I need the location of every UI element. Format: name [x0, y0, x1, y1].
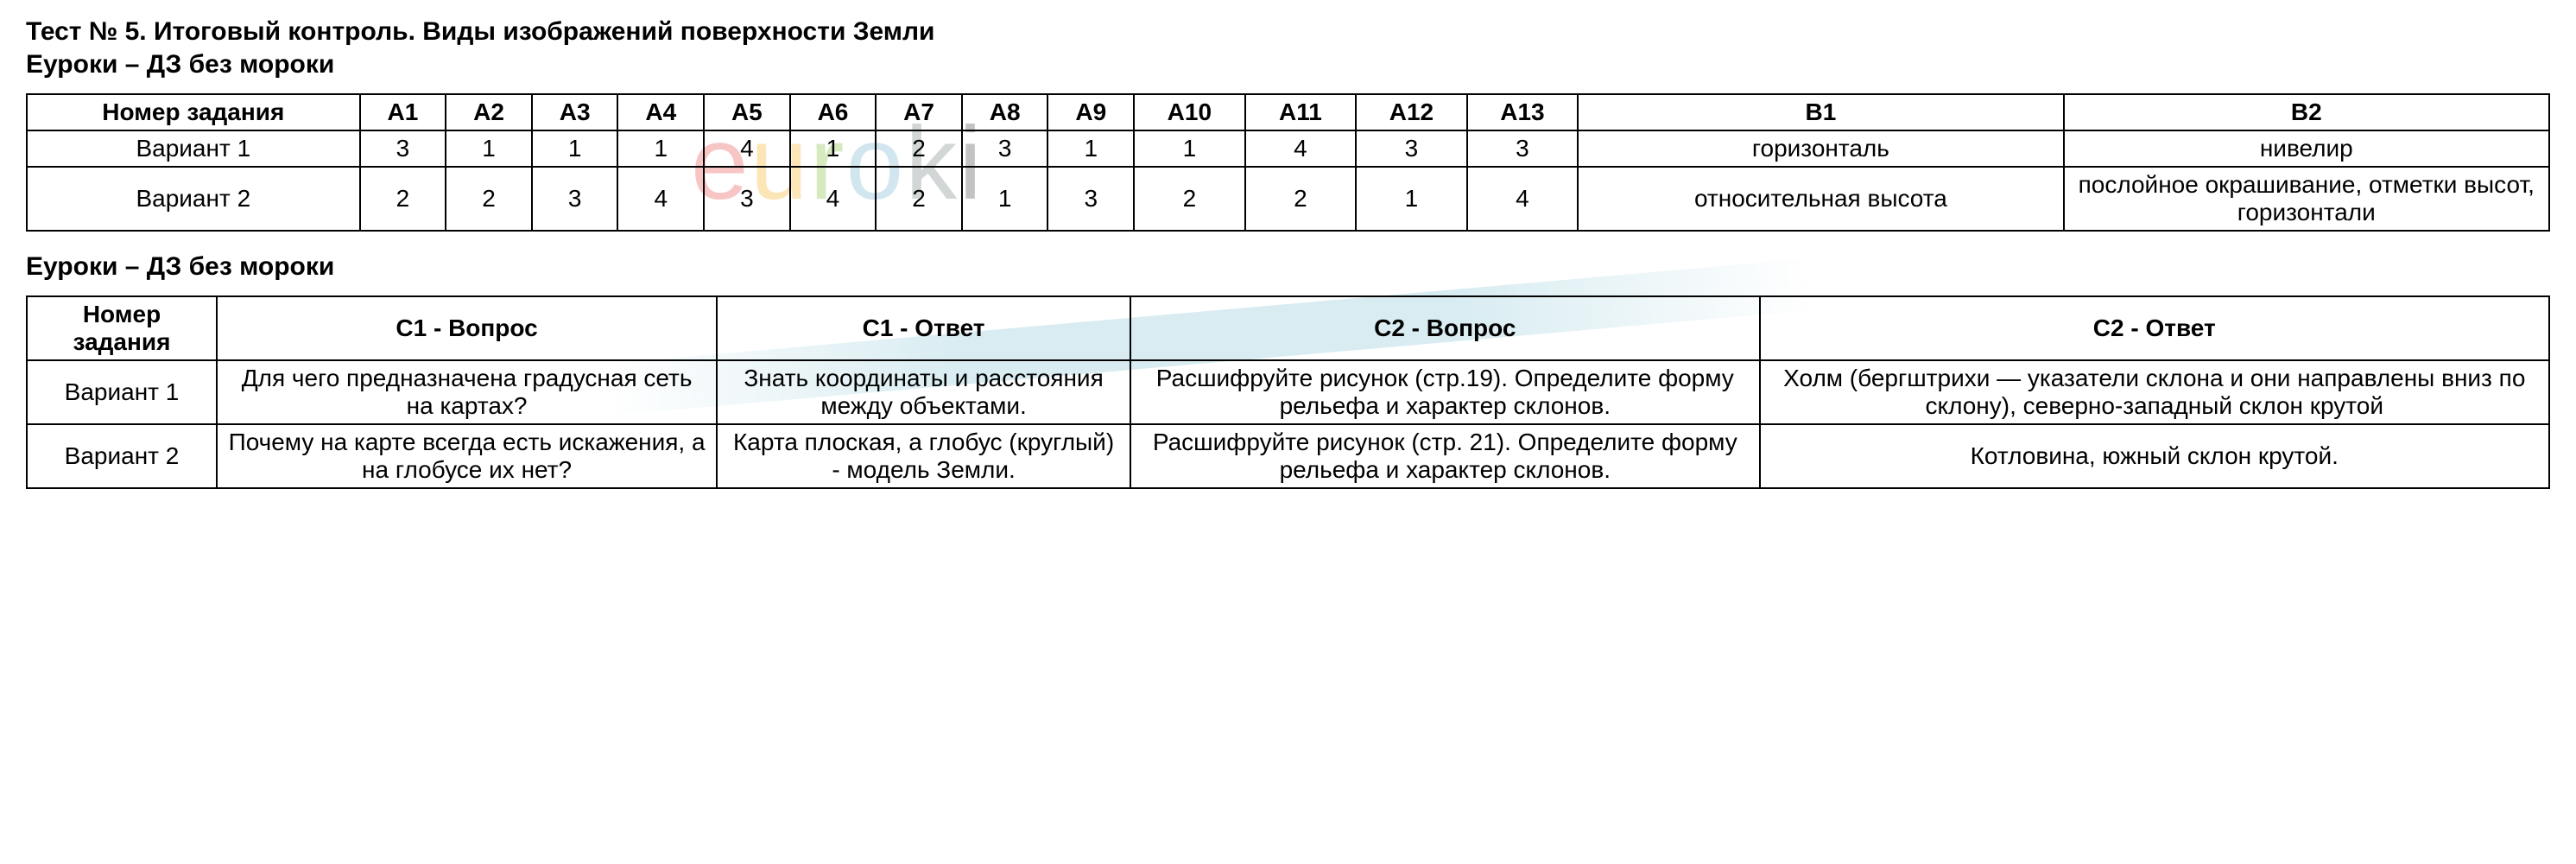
header-a1: А1: [360, 94, 446, 130]
page-subtitle: Еуроки – ДЗ без мороки: [26, 50, 2550, 79]
page-title: Тест № 5. Итоговый контроль. Виды изобра…: [26, 17, 2550, 47]
header-a12: А12: [1356, 94, 1467, 130]
cell: 1: [790, 130, 877, 167]
header-a4: А4: [617, 94, 704, 130]
cell: 2: [876, 130, 962, 167]
page-subtitle-2: Еуроки – ДЗ без мороки: [26, 252, 2550, 282]
header-a9: А9: [1047, 94, 1134, 130]
cell: Расшифруйте рисунок (стр.19). Определите…: [1130, 360, 1760, 424]
table-row: Вариант 1 Для чего предназначена градусн…: [27, 360, 2549, 424]
header-a7: А7: [876, 94, 962, 130]
cell: 1: [1134, 130, 1245, 167]
header-a6: А6: [790, 94, 877, 130]
table-row: Вариант 2 Почему на карте всегда есть ис…: [27, 424, 2549, 488]
header-a5: А5: [704, 94, 790, 130]
cell: 2: [876, 167, 962, 231]
cell: Котловина, южный склон крутой.: [1760, 424, 2549, 488]
row-label: Вариант 2: [27, 424, 217, 488]
cell: Расшифруйте рисунок (стр. 21). Определит…: [1130, 424, 1760, 488]
cell: Для чего предназначена градусная сеть на…: [217, 360, 717, 424]
cell: 3: [1467, 130, 1579, 167]
row-label: Вариант 1: [27, 360, 217, 424]
cell: 4: [617, 167, 704, 231]
header-a3: А3: [532, 94, 618, 130]
header-task: Номер задания: [27, 94, 360, 130]
cell: 1: [962, 167, 1048, 231]
header-a10: А10: [1134, 94, 1245, 130]
cell: 3: [1047, 167, 1134, 231]
cell: 1: [532, 130, 618, 167]
answers-table-c: Номер задания С1 - Вопрос С1 - Ответ С2 …: [26, 295, 2550, 489]
cell: 4: [704, 130, 790, 167]
answers-table-a-b: Номер задания А1 А2 А3 А4 А5 А6 А7 А8 А9…: [26, 93, 2550, 232]
cell: 2: [446, 167, 532, 231]
cell: 4: [1245, 130, 1357, 167]
header-a13: А13: [1467, 94, 1579, 130]
table-header-row: Номер задания А1 А2 А3 А4 А5 А6 А7 А8 А9…: [27, 94, 2549, 130]
cell: 3: [962, 130, 1048, 167]
cell: 1: [446, 130, 532, 167]
row-label: Вариант 1: [27, 130, 360, 167]
cell: 2: [1134, 167, 1245, 231]
header-b2: В2: [2064, 94, 2549, 130]
cell: 3: [532, 167, 618, 231]
cell: 2: [1245, 167, 1357, 231]
header-c2q: С2 - Вопрос: [1130, 296, 1760, 360]
cell: Знать координаты и расстояния между объе…: [717, 360, 1130, 424]
cell: 4: [1467, 167, 1579, 231]
table-header-row: Номер задания С1 - Вопрос С1 - Ответ С2 …: [27, 296, 2549, 360]
header-c2a: С2 - Ответ: [1760, 296, 2549, 360]
cell: Холм (бергштрихи — указатели склона и он…: [1760, 360, 2549, 424]
cell: 3: [704, 167, 790, 231]
table-row: Вариант 1 3 1 1 1 4 1 2 3 1 1 4 3 3 гори…: [27, 130, 2549, 167]
cell: 1: [1356, 167, 1467, 231]
cell: Карта плоская, а глобус (круглый) - моде…: [717, 424, 1130, 488]
cell: Почему на карте всегда есть искажения, а…: [217, 424, 717, 488]
row-label: Вариант 2: [27, 167, 360, 231]
header-a2: А2: [446, 94, 532, 130]
cell: 1: [617, 130, 704, 167]
cell: относительная высота: [1578, 167, 2063, 231]
header-task: Номер задания: [27, 296, 217, 360]
cell: 2: [360, 167, 446, 231]
header-c1q: С1 - Вопрос: [217, 296, 717, 360]
cell: 3: [360, 130, 446, 167]
header-c1a: С1 - Ответ: [717, 296, 1130, 360]
cell: горизонталь: [1578, 130, 2063, 167]
header-a11: А11: [1245, 94, 1357, 130]
cell: 1: [1047, 130, 1134, 167]
header-a8: А8: [962, 94, 1048, 130]
cell: послойное окрашивание, отметки высот, го…: [2064, 167, 2549, 231]
table-row: Вариант 2 2 2 3 4 3 4 2 1 3 2 2 1 4 отно…: [27, 167, 2549, 231]
cell: 4: [790, 167, 877, 231]
cell: 3: [1356, 130, 1467, 167]
header-b1: В1: [1578, 94, 2063, 130]
cell: нивелир: [2064, 130, 2549, 167]
